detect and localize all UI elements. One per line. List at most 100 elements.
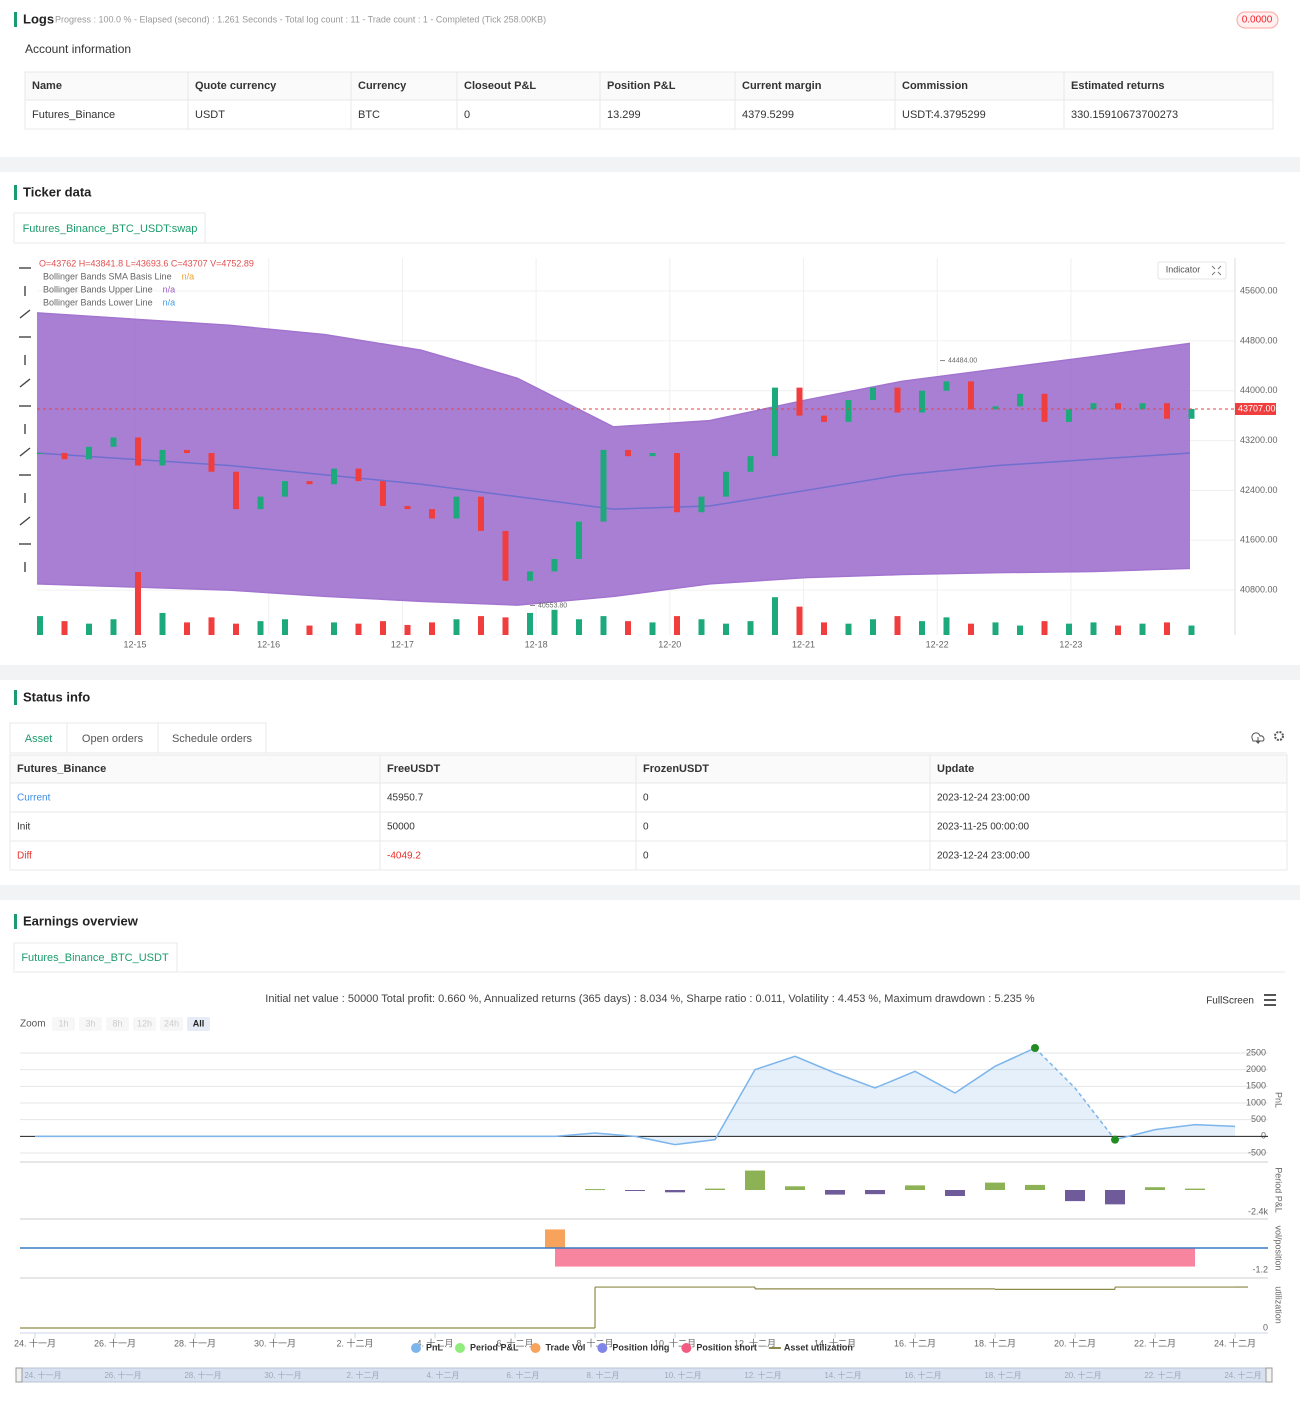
y-tick-label: 500 <box>1251 1114 1266 1124</box>
volume-bar <box>404 624 411 635</box>
volume-bar <box>282 619 288 635</box>
volume-bar <box>502 617 509 635</box>
position-bar <box>795 1248 835 1267</box>
legend-symbol <box>530 1343 541 1353</box>
volume-bar <box>1139 623 1146 635</box>
expand-icon[interactable] <box>1211 265 1222 276</box>
zoom-button[interactable] <box>187 1017 210 1031</box>
tool-icon[interactable] <box>19 516 31 526</box>
period-bar <box>665 1190 685 1193</box>
zoom-label[interactable]: 12h <box>137 1018 152 1028</box>
candle <box>796 387 803 416</box>
x-tick-label: 12-18 <box>525 639 548 649</box>
navigator-label: 26. 十一月 <box>104 1370 141 1380</box>
candle <box>306 481 313 485</box>
period-bar <box>785 1186 805 1190</box>
volume-bar <box>453 619 460 635</box>
navigator-label: 22. 十二月 <box>1144 1370 1181 1380</box>
candle <box>502 530 509 581</box>
fullscreen[interactable]: FullScreen <box>1206 996 1254 1007</box>
candle <box>135 437 141 466</box>
legend-label[interactable]: Trade Vol <box>546 1342 586 1352</box>
indicator-label[interactable]: Indicator <box>1166 264 1201 274</box>
x-tick-label: 4. 十二月 <box>416 1337 453 1348</box>
tab[interactable] <box>9 722 68 754</box>
tab[interactable] <box>157 722 267 754</box>
zoom-label[interactable]: All <box>193 1018 205 1028</box>
tab-label[interactable]: Asset <box>25 733 53 745</box>
legend-symbol <box>681 1343 692 1353</box>
legend-label[interactable]: Asset utilization <box>784 1342 853 1352</box>
indicator-button[interactable] <box>1157 261 1227 280</box>
earnings-summary: Initial net value : 50000 Total profit: … <box>265 993 1035 1005</box>
candle <box>208 453 215 472</box>
tab-label[interactable]: Futures_Binance_BTC_USDT <box>21 952 169 964</box>
menu-icon[interactable] <box>1264 994 1276 1006</box>
y-tick-label: 2500 <box>1246 1047 1266 1057</box>
position-bar <box>915 1248 955 1267</box>
candle <box>772 387 778 457</box>
pnl-area <box>35 1048 1235 1145</box>
zoom-button[interactable] <box>52 1017 75 1031</box>
tab-label[interactable]: Schedule orders <box>172 733 253 745</box>
legend-label[interactable]: Position short <box>696 1342 757 1352</box>
zoom-label[interactable]: 8h <box>112 1018 122 1028</box>
candle <box>625 449 631 457</box>
cloud-icon[interactable] <box>1251 732 1265 745</box>
position-bar <box>675 1248 715 1267</box>
cell: Diff <box>17 851 32 862</box>
candle <box>870 387 876 401</box>
position-bar <box>755 1248 795 1267</box>
period-bar <box>1105 1190 1125 1205</box>
legend-label[interactable]: Position long <box>612 1342 669 1352</box>
earnings-title: Earnings overview <box>23 913 139 928</box>
volume-bar <box>306 625 313 635</box>
tool-icon[interactable] <box>19 378 31 388</box>
zoom-label[interactable]: 1h <box>58 1018 68 1028</box>
volume-bar <box>110 619 117 635</box>
accent <box>14 12 17 27</box>
tab[interactable] <box>66 722 159 754</box>
badge <box>1236 11 1279 29</box>
navigator-label: 2. 十二月 <box>347 1370 380 1380</box>
zoom-button[interactable] <box>106 1017 129 1031</box>
zoom-button[interactable] <box>79 1017 102 1031</box>
x-tick-label: 24. 十一月 <box>14 1337 56 1348</box>
cell: 50000 <box>387 822 415 833</box>
x-tick-label: 24. 十二月 <box>1214 1337 1256 1348</box>
navigator-label: 28. 十一月 <box>184 1370 221 1380</box>
settings-icon[interactable] <box>1274 731 1284 741</box>
tab[interactable] <box>13 212 206 244</box>
zoom-button[interactable] <box>160 1017 183 1031</box>
pnl-line <box>35 1047 1036 1146</box>
tool-icon[interactable] <box>19 309 31 319</box>
column-header: Currency <box>358 80 407 92</box>
table-row <box>9 782 1288 813</box>
navigator-handle[interactable] <box>1265 1367 1273 1383</box>
candle <box>576 521 582 559</box>
legend-label[interactable]: Period P&L <box>470 1342 519 1352</box>
navigator-handle[interactable] <box>15 1367 23 1383</box>
ticker-title: Ticker data <box>23 184 92 199</box>
cell: 13.299 <box>607 109 641 121</box>
zoom-label[interactable]: 24h <box>164 1018 179 1028</box>
tab-label[interactable]: Open orders <box>82 733 144 745</box>
x-tick-label: 12. 十二月 <box>734 1337 776 1348</box>
tool-icon[interactable] <box>19 447 31 457</box>
navigator-label: 24. 十二月 <box>1224 1370 1261 1380</box>
cell: 2023-12-24 23:00:00 <box>937 851 1030 862</box>
navigator-label: 14. 十二月 <box>824 1370 861 1380</box>
x-tick-label: 12-21 <box>792 639 815 649</box>
zoom-label[interactable]: 3h <box>85 1018 95 1028</box>
y-axis-label: PnL <box>1274 1092 1284 1108</box>
accent <box>14 185 17 200</box>
volume-bar <box>674 616 680 635</box>
tab-label[interactable]: Futures_Binance_BTC_USDT:swap <box>23 223 198 235</box>
zoom-button[interactable] <box>133 1017 156 1031</box>
logs-title: Logs <box>23 11 54 26</box>
volume-bar <box>355 623 362 635</box>
legend-label[interactable]: PnL <box>426 1342 444 1352</box>
tab[interactable] <box>13 942 178 973</box>
x-tick-label: 20. 十二月 <box>1054 1337 1096 1348</box>
